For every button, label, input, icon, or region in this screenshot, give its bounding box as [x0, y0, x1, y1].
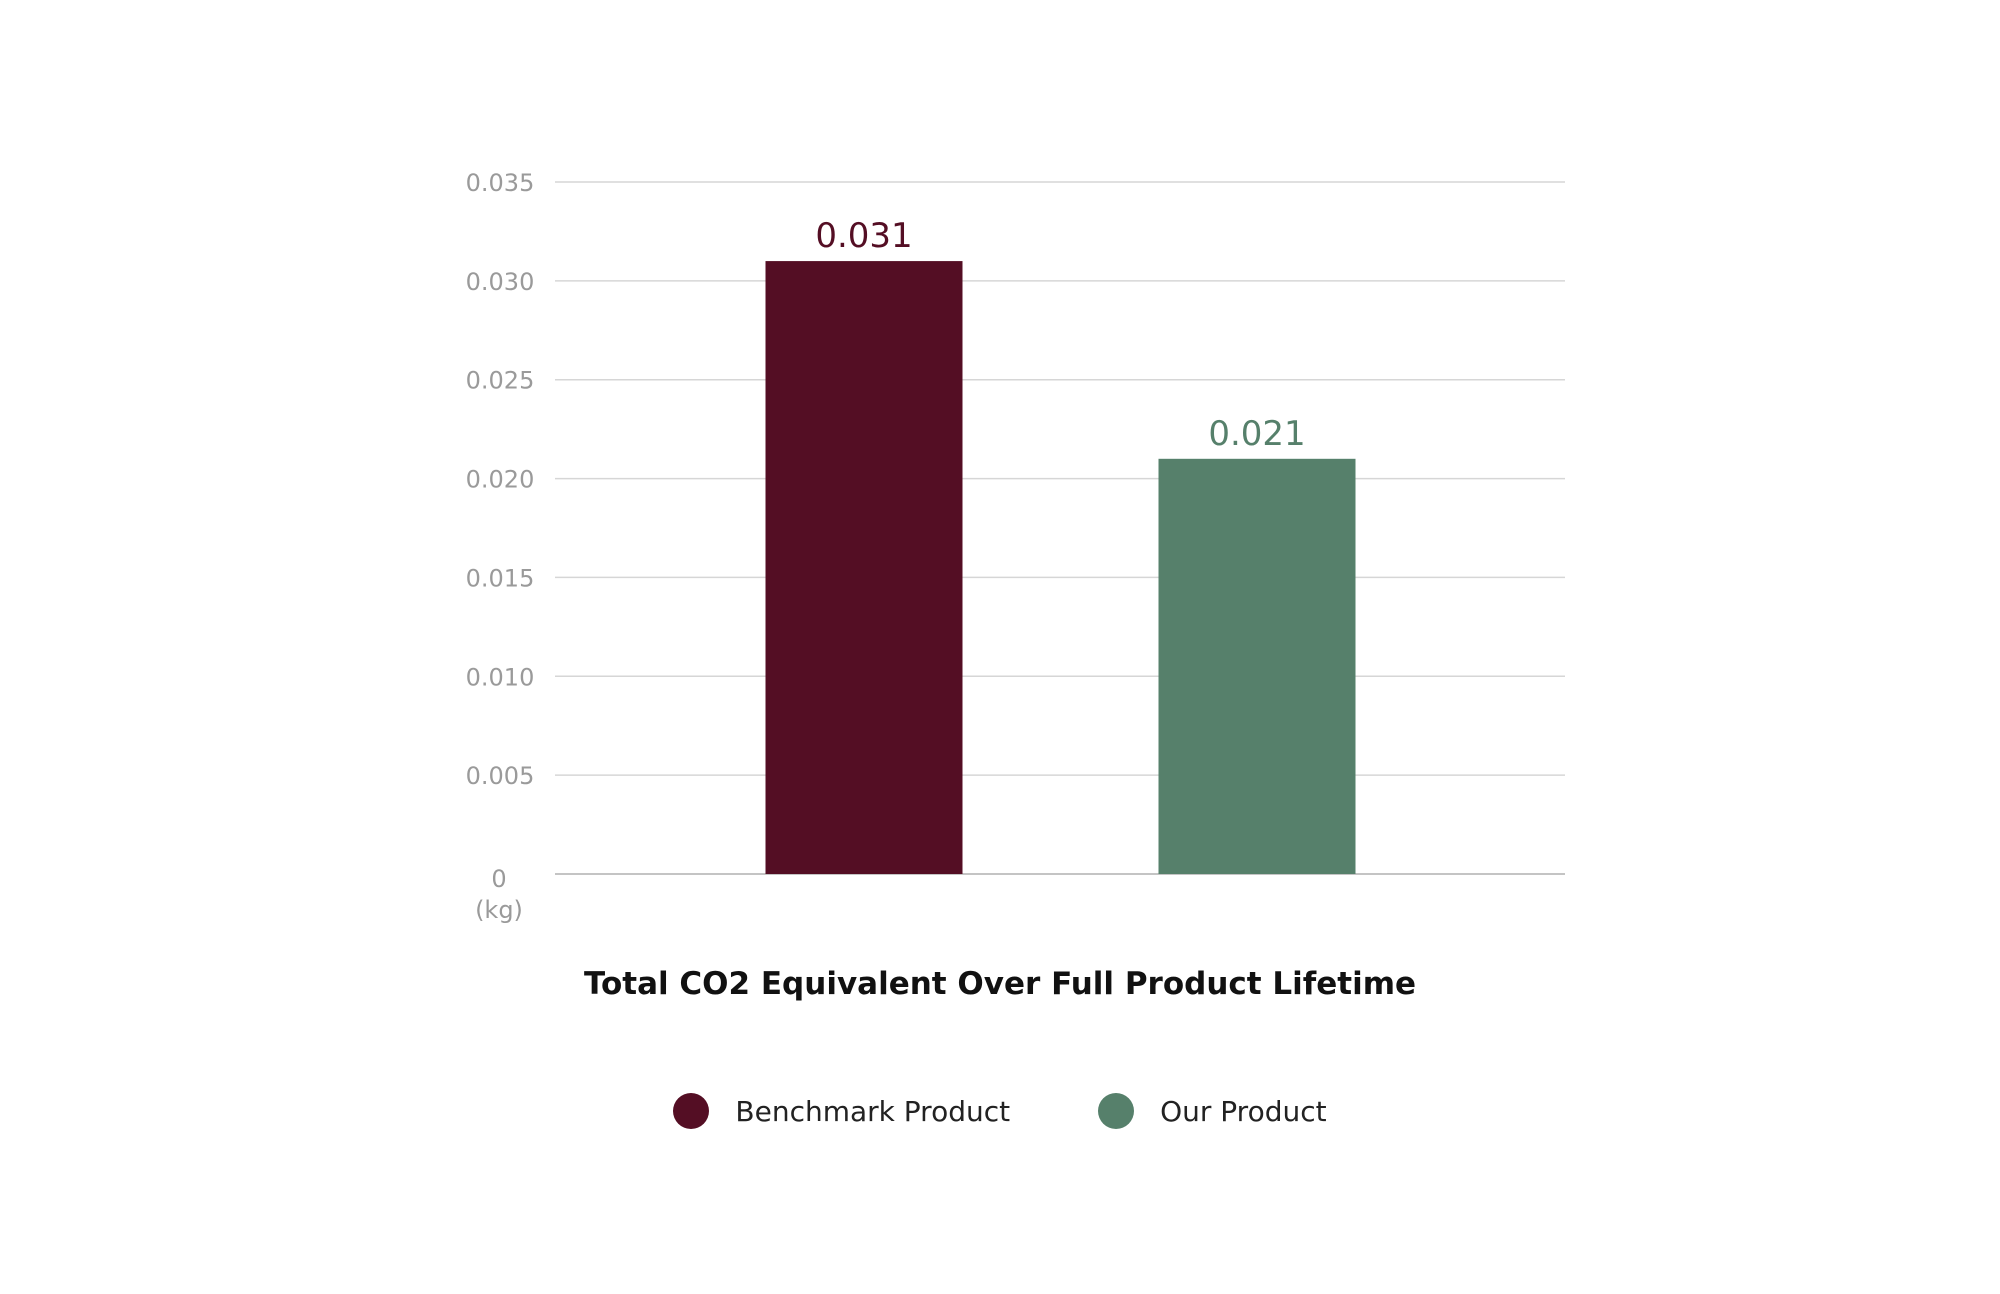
bar-benchmark-product [765, 261, 963, 875]
legend-label-benchmark: Benchmark Product [735, 1094, 1011, 1128]
gridlines [555, 181, 1565, 875]
y-tick-label: 0.025 [466, 367, 535, 395]
y-tick-label: 0 [491, 865, 506, 893]
y-tick-label: 0.005 [466, 762, 535, 790]
y-tick-label: 0.015 [466, 564, 535, 592]
legend-item-benchmark: Benchmark Product [673, 1093, 1010, 1129]
data-label: 0.031 [815, 216, 912, 256]
legend-item-our-product: Our Product [1098, 1093, 1327, 1129]
data-label: 0.021 [1208, 414, 1305, 454]
legend-label-our-product: Our Product [1160, 1094, 1327, 1128]
y-tick-label: 0.020 [466, 466, 535, 494]
y-tick-label: 0.010 [466, 663, 535, 691]
y-tick-label: 0.030 [466, 268, 535, 296]
bars [765, 261, 1356, 875]
y-axis-unit-label: (kg) [475, 896, 523, 924]
data-labels: 0.031 0.021 [815, 216, 1305, 454]
legend-swatch-our-product [1098, 1093, 1135, 1129]
legend: Benchmark Product Our Product [0, 1093, 2000, 1129]
y-axis-ticks: 0 0.005 0.010 0.015 0.020 0.025 0.030 0.035 [466, 169, 535, 893]
legend-swatch-benchmark [673, 1093, 710, 1129]
chart-title: Total CO2 Equivalent Over Full Product L… [583, 966, 1417, 1002]
bar-our-product [1158, 458, 1356, 874]
y-tick-label: 0.035 [466, 169, 535, 197]
